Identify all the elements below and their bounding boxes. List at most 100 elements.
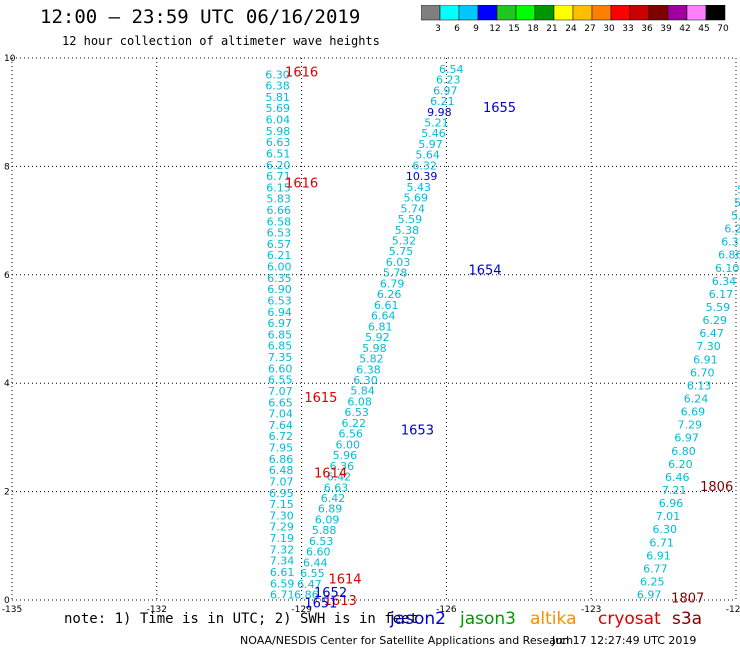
wave-height-value: 6.86 [294,589,319,602]
legend-label: 42 [679,24,690,34]
x-tick-label: -132 [147,605,167,615]
wave-height-value: 5.97 [418,138,443,151]
time-label: 1616 [285,177,318,192]
y-tick-label: 10 [4,54,16,64]
wave-height-value: 6.69 [681,406,706,419]
wave-height-value: 5.81 [265,91,290,104]
wave-height-value: 6.71 [649,536,674,549]
wave-height-value: 6.89 [318,503,343,516]
wave-height-value: 6.64 [371,310,396,323]
wave-height-value: 6.25 [724,223,740,236]
legend-label: 39 [660,24,672,34]
legend-label: 6 [454,24,460,34]
wave-height-value: 6.58 [267,215,292,228]
wave-height-value: 6.32 [412,159,437,172]
wave-height-value: 6.38 [356,363,381,376]
wave-height-value: 6.09 [315,513,340,526]
wave-height-value: 7.07 [269,475,294,488]
wave-height-value: 5.98 [266,125,291,138]
wave-height-value: 6.22 [341,417,366,430]
wave-height-value: 5.69 [404,192,429,205]
wave-height-value: 6.21 [267,249,292,262]
wave-height-value: 5.21 [424,116,449,129]
wave-height-value: 7.29 [269,521,294,534]
note-text: note: 1) Time is in UTC; 2) SWH is in fe… [64,611,419,627]
wave-height-value: 6.20 [668,458,693,471]
wave-height-value: 6.77 [643,562,668,575]
time-label: 1655 [483,101,516,116]
wave-height-value: 6.48 [269,464,294,477]
wave-height-value: 6.59 [270,577,295,590]
time-label: 1652 [314,586,347,601]
wave-height-value: 6.21 [430,95,455,108]
wave-height-value: 6.23 [436,74,461,87]
x-tick-label: -120 [726,605,740,615]
wave-height-value: 6.56 [339,428,364,441]
wave-height-value: 7.30 [696,340,721,353]
time-label: 1615 [304,391,337,406]
wave-height-value: 6.25 [640,576,665,589]
wave-height-value: 5.74 [401,202,426,215]
legend-label: 33 [622,24,633,34]
wave-height-value: 6.66 [266,204,291,217]
wave-height-value: 6.55 [268,374,293,387]
wave-height-value: 5.82 [359,353,384,366]
wave-height-value: 6.34 [712,275,737,288]
wave-height-value: 5.78 [383,267,408,280]
wave-height-value: 9.98 [427,106,452,119]
wave-height-value: 6.55 [300,567,325,580]
legend-label: 21 [546,24,557,34]
wave-height-value: 6.90 [267,283,292,296]
wave-height-value: 6.35 [267,272,292,285]
wave-height-value: 7.34 [270,555,295,568]
wave-height-value: 6.71 [266,170,291,183]
wave-height-value: 5.83 [266,193,291,206]
y-tick-label: 4 [4,379,10,389]
footer-credit: NOAA/NESDIS Center for Satellite Applica… [240,634,574,647]
y-tick-label: 2 [4,488,10,498]
time-label: 1654 [468,263,501,278]
time-label: 1613 [324,594,357,609]
legend-label: 24 [565,24,577,34]
legend-jason3: jason3 [460,609,516,629]
wave-height-value: 5.88 [312,524,337,537]
y-tick-label: 0 [4,596,10,606]
wave-height-value: 6.61 [374,299,399,312]
wave-height-value: 6.03 [386,256,411,269]
wave-height-value: 6.47 [699,327,724,340]
wave-height-value: 6.81 [368,320,393,333]
wave-height-value: 6.36 [330,460,355,473]
wave-height-value: 5.84 [350,385,375,398]
wave-height-value: 5.59 [706,301,731,314]
wave-height-value: 6.57 [267,238,292,251]
wave-height-value: 5.92 [365,331,390,344]
wave-height-value: 6.53 [344,406,369,419]
wave-height-value: 7.21 [662,484,687,497]
legend-label: 3 [435,24,441,34]
wave-height-value: 6.08 [347,395,372,408]
wave-height-value: 6.17 [709,288,734,301]
legend-label: 15 [508,24,519,34]
legend-label: 9 [473,24,479,34]
legend-label: 18 [527,24,539,34]
wave-height-value: 6.91 [693,353,718,366]
wave-height-value: 6.42 [327,471,352,484]
legend-label: 36 [641,24,653,34]
x-tick-label: -129 [291,605,312,615]
wave-height-value: 7.04 [268,408,293,421]
wave-height-value: 6.95 [269,487,294,500]
wave-height-value: 5.98 [362,342,387,355]
wave-height-value: 5.4 [737,183,740,196]
wave-height-value: 6.79 [380,277,405,290]
wave-height-value: 5.46 [421,127,446,140]
wave-height-value: 6.53 [267,294,292,307]
wave-height-value: 6.24 [684,393,709,406]
time-label: 1616 [285,66,318,81]
wave-height-value: 6.70 [690,366,715,379]
wave-height-value: 7.32 [270,543,295,556]
wave-height-value: 6.60 [268,362,293,375]
wave-height-value: 6.97 [637,589,662,602]
legend-swatch [705,5,726,21]
wave-height-value: 6.31 [721,236,740,249]
